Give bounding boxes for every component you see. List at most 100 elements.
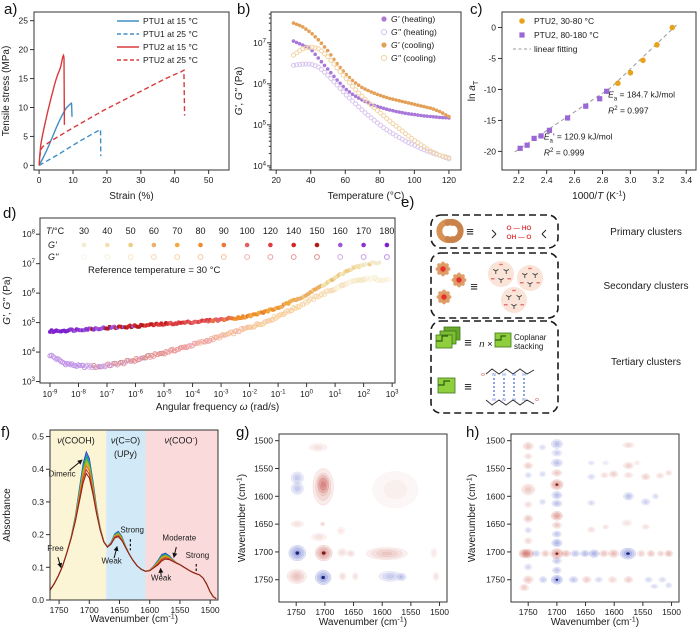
modulus-dot bbox=[312, 45, 318, 51]
modulus-dot bbox=[372, 91, 377, 95]
legend-circle bbox=[81, 254, 87, 260]
modulus-dot bbox=[310, 48, 314, 53]
ftir-curve bbox=[49, 472, 217, 600]
data-point bbox=[517, 145, 523, 151]
y-axis-title: G', G'' (Pa) bbox=[234, 67, 245, 116]
x-tick-label: 40 bbox=[170, 175, 180, 185]
x-tick-label: 20 bbox=[271, 175, 281, 185]
stress-strain-curve bbox=[38, 68, 186, 166]
legend-label: G'' (heating) bbox=[391, 27, 437, 37]
modulus-dot bbox=[397, 110, 401, 114]
modulus-dot bbox=[378, 122, 383, 128]
y-tick-label: 0.3 bbox=[32, 497, 44, 507]
legend-temp-label: 60 bbox=[149, 226, 159, 236]
band-region bbox=[145, 430, 218, 600]
modulus-dot bbox=[300, 61, 306, 67]
modulus-dot bbox=[412, 102, 417, 107]
modulus-dot bbox=[353, 87, 359, 93]
legend-temp-label: 80 bbox=[195, 226, 205, 236]
modulus-dot bbox=[388, 108, 392, 112]
legend-dot bbox=[174, 242, 180, 248]
region-label: ν(COOH) bbox=[57, 436, 95, 446]
data-point bbox=[627, 69, 634, 76]
modulus-dot bbox=[419, 113, 423, 118]
x-tick-label: 1700 bbox=[547, 607, 566, 617]
x-tick-label: 1550 bbox=[401, 607, 420, 617]
modulus-dot bbox=[397, 98, 401, 103]
svg-text:10-7: 10-7 bbox=[100, 389, 116, 400]
master-curve-dot bbox=[70, 363, 77, 369]
modulus-dot bbox=[402, 131, 408, 137]
modulus-dot bbox=[406, 101, 411, 105]
panel-f-letter: f) bbox=[1, 424, 11, 441]
modulus-dot bbox=[446, 155, 452, 161]
modulus-dot bbox=[353, 101, 359, 107]
panel-g-letter: g) bbox=[236, 424, 250, 441]
svg-text:N: N bbox=[492, 372, 495, 377]
data-point bbox=[524, 142, 530, 148]
modulus-dot bbox=[374, 108, 380, 113]
x-tick-label: 1650 bbox=[576, 607, 595, 617]
master-curve-dot bbox=[56, 357, 62, 363]
secondary-cluster-box bbox=[430, 252, 559, 319]
legend-label: PTU1 at 25 °C bbox=[143, 29, 198, 39]
legend-label: PTU1 at 15 °C bbox=[143, 16, 198, 26]
modulus-dot bbox=[300, 46, 306, 52]
legend-circle bbox=[197, 254, 204, 260]
modulus-dot bbox=[322, 69, 327, 75]
legend-circle bbox=[220, 254, 227, 260]
x-tick-label: 2.2 bbox=[513, 175, 525, 185]
y-tick-label: 1500 bbox=[254, 436, 273, 446]
x-tick-label: 120 bbox=[442, 175, 456, 185]
modulus-dot bbox=[396, 126, 402, 132]
modulus-dot bbox=[378, 110, 383, 116]
legend-label: G'' (cooling) bbox=[391, 53, 436, 63]
modulus-dot bbox=[360, 85, 364, 90]
modulus-dot bbox=[440, 111, 445, 115]
modulus-dot bbox=[316, 37, 321, 42]
y-tick-label: 20 bbox=[19, 45, 29, 55]
modulus-dot bbox=[400, 110, 405, 115]
modulus-dot bbox=[419, 104, 423, 108]
svg-text:10-3: 10-3 bbox=[214, 389, 230, 400]
panel-f-chart: ν(COOH) ν(C=O) (UPy) ν(COO-) Dimeric Free Weak… bbox=[2, 429, 220, 625]
y-tick-label: 1600 bbox=[254, 491, 273, 501]
annotation: Ea = 184.7 kJ/mol bbox=[608, 90, 675, 103]
modulus-dot bbox=[344, 87, 349, 92]
legend-dot bbox=[338, 242, 343, 248]
legend-row-label: G'' bbox=[48, 252, 59, 262]
modulus-dot bbox=[359, 107, 365, 113]
modulus-dot bbox=[297, 23, 302, 28]
legend-circle bbox=[151, 254, 157, 260]
legend-circle bbox=[290, 254, 297, 260]
legend-dot bbox=[384, 242, 390, 248]
modulus-dot bbox=[356, 90, 362, 96]
region-label: ν(C=O) bbox=[111, 436, 140, 446]
legend-circle bbox=[267, 254, 274, 260]
y-tick-label: 1650 bbox=[254, 519, 273, 529]
y-tick-label: 1550 bbox=[254, 463, 273, 473]
svg-text:O: O bbox=[481, 372, 485, 377]
legend-temp-label: 120 bbox=[263, 226, 278, 236]
panel-d-chart: 10-9 10-8 10-7 10-6 10-5 10-4 10-3 10-2 10-1 100 1… bbox=[2, 217, 399, 413]
secondary-cluster-circle bbox=[488, 261, 514, 287]
y-tick-label: 0.1 bbox=[32, 562, 44, 572]
y-axis-title: Wavenumber (cm-1) bbox=[235, 474, 249, 562]
equivalence-icon: ≡ bbox=[466, 224, 474, 239]
modulus-dot bbox=[409, 101, 414, 106]
coplanar-label: Coplanar bbox=[514, 333, 547, 342]
x-tick-label: 1750 bbox=[519, 607, 538, 617]
y-tick-label: -5 bbox=[488, 53, 496, 63]
master-curve-dot bbox=[154, 352, 160, 358]
modulus-dot bbox=[400, 99, 405, 104]
svg-text:N: N bbox=[522, 397, 525, 402]
annotation: Weak bbox=[101, 556, 122, 565]
metal-carboxylate-icon bbox=[451, 272, 467, 288]
modulus-dot bbox=[322, 63, 327, 68]
panel-f: ν(COOH) ν(C=O) (UPy) ν(COO-) Dimeric Free Weak… bbox=[0, 400, 235, 637]
legend-dot bbox=[291, 242, 297, 248]
modulus-dot bbox=[381, 94, 386, 99]
master-curve-dot bbox=[318, 292, 324, 298]
y-tick-label: 0.5 bbox=[32, 432, 44, 442]
master-curve-dot bbox=[266, 317, 273, 323]
